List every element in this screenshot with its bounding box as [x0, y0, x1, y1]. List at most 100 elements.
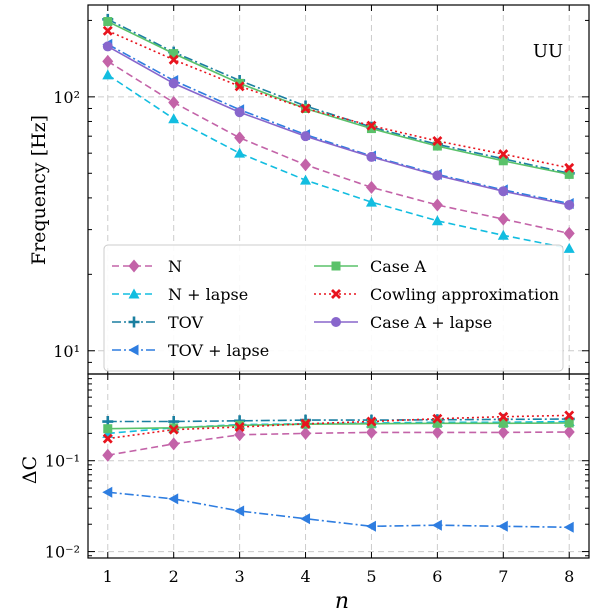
legend: N N + lapse TOV TOV + lapse Case A Cowling ap…	[103, 244, 564, 372]
top-data-point	[103, 17, 113, 27]
top-data-point	[564, 169, 574, 179]
top-data-point	[235, 78, 245, 88]
top-data-point	[365, 196, 377, 207]
legend-marker	[128, 316, 140, 328]
bottom-data-point	[103, 424, 113, 434]
top-data-point	[432, 136, 443, 146]
legend-label: N	[168, 257, 182, 276]
panel-annotation: UU	[533, 41, 563, 62]
top-data-point	[168, 54, 179, 65]
legend-label: TOV	[168, 313, 204, 332]
x-tick-label: 6	[432, 567, 442, 586]
legend-label: Cowling approximation	[370, 285, 559, 304]
bottom-series-line	[107, 491, 570, 529]
bottom-series-3	[102, 486, 574, 533]
top-data-point	[498, 156, 508, 166]
bottom-data-point	[168, 493, 179, 505]
top-series-line	[107, 43, 570, 205]
top-y-axis-label: Frequency [Hz]	[28, 115, 50, 265]
bottom-data-point	[563, 521, 574, 533]
bottom-y-axis-label: ΔC	[19, 456, 41, 484]
legend-item: TOV + lapse	[112, 341, 269, 360]
top-series-line	[107, 74, 570, 250]
top-series-5	[102, 25, 575, 173]
bottom-data-point	[168, 424, 179, 435]
legend-item: Case A + lapse	[314, 313, 492, 332]
bottom-data-point	[102, 433, 113, 444]
top-data-point	[300, 174, 312, 185]
top-data-point	[432, 141, 442, 151]
x-tick-label: 3	[235, 567, 245, 586]
top-data-point	[234, 107, 245, 118]
bottom-data-point	[366, 416, 377, 427]
x-tick-label: 7	[498, 567, 508, 586]
bottom-data-point	[498, 411, 509, 422]
bottom-plot-frame	[87, 373, 590, 559]
top-data-point	[102, 69, 114, 80]
top-data-point	[169, 49, 179, 59]
bottom-data-point	[432, 418, 442, 428]
top-y-tick-label: 10²	[53, 88, 80, 107]
legend-label: TOV + lapse	[168, 341, 269, 360]
top-data-point	[102, 54, 114, 68]
legend-marker	[128, 259, 140, 273]
top-data-point	[497, 229, 509, 240]
top-data-point	[234, 147, 246, 158]
legend-box	[103, 244, 564, 372]
top-data-point	[365, 180, 377, 194]
x-tick-label: 5	[366, 567, 376, 586]
top-data-point	[564, 162, 575, 173]
legend-item: N	[112, 257, 182, 276]
top-series-line	[107, 45, 570, 206]
top-data-point	[102, 41, 113, 52]
top-series-0	[102, 54, 575, 240]
top-data-point	[234, 81, 245, 92]
bottom-data-point	[102, 486, 113, 498]
top-series-line	[107, 30, 570, 169]
bottom-data-point	[564, 418, 574, 428]
x-tick-label: 2	[169, 567, 179, 586]
top-data-point	[498, 149, 509, 160]
top-data-point	[366, 124, 376, 134]
top-series-3	[102, 38, 574, 210]
top-data-point	[300, 131, 311, 142]
top-data-point	[300, 103, 311, 114]
top-data-point	[498, 186, 509, 197]
legend-item: N + lapse	[112, 285, 248, 304]
top-series-1	[102, 69, 575, 253]
top-data-point	[102, 25, 113, 36]
top-series-layer	[102, 13, 575, 253]
tick-labels: 1 2 3 4 5 6 7 8 10¹ 10² 10⁻² 10⁻¹	[45, 88, 575, 586]
bottom-data-point	[300, 426, 312, 440]
bottom-grid	[88, 374, 589, 558]
top-data-point	[563, 242, 575, 253]
bottom-series-5	[102, 410, 575, 444]
top-y-tick-label: 10¹	[53, 342, 80, 361]
tick-marks	[88, 5, 589, 558]
bottom-data-point	[497, 425, 509, 439]
bottom-data-point	[234, 422, 245, 432]
top-data-point	[564, 200, 575, 211]
x-tick-label: 1	[103, 567, 113, 586]
bottom-data-point	[300, 418, 311, 429]
bottom-series-line	[107, 422, 570, 430]
bottom-data-point	[431, 519, 442, 531]
bottom-data-point	[365, 520, 376, 532]
bottom-series-line	[107, 414, 570, 440]
bottom-data-point	[498, 418, 508, 428]
legend-label: Case A	[370, 257, 427, 276]
top-data-point	[497, 212, 509, 226]
bottom-data-point	[497, 520, 508, 532]
legend-marker	[331, 289, 341, 299]
x-tick-label: 8	[564, 567, 574, 586]
bottom-y-tick-label: 10⁻¹	[45, 452, 80, 471]
bottom-data-point	[365, 425, 377, 439]
top-data-point	[366, 151, 377, 162]
bottom-series-line	[107, 418, 570, 423]
legend-label: Case A + lapse	[370, 313, 492, 332]
bottom-data-point	[102, 448, 114, 462]
top-data-point	[563, 226, 575, 240]
top-data-point	[431, 198, 443, 212]
bottom-data-point	[234, 505, 245, 517]
